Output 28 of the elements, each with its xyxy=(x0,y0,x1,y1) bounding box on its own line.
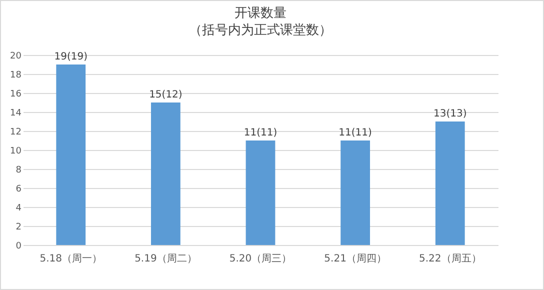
bar xyxy=(56,64,86,245)
chart-subtitle: （括号内为正式课堂数） xyxy=(189,23,332,38)
x-tick-label: 5.22（周五） xyxy=(418,254,482,264)
y-tick-label: 4 xyxy=(16,204,22,214)
x-tick-label: 5.21（周四） xyxy=(324,254,386,264)
y-tick-label: 6 xyxy=(16,184,22,194)
data-label: 11(11) xyxy=(338,128,372,138)
x-tick-label: 5.20（周三） xyxy=(229,254,292,264)
y-tick-label: 8 xyxy=(16,166,22,176)
y-tick-label: 2 xyxy=(16,222,22,232)
y-tick-label: 16 xyxy=(10,90,22,100)
y-tick-label: 10 xyxy=(10,146,22,156)
bar xyxy=(435,122,465,245)
y-tick-label: 12 xyxy=(10,128,22,138)
bar xyxy=(246,140,276,245)
y-tick-label: 14 xyxy=(10,108,22,118)
y-tick-label: 0 xyxy=(16,242,22,252)
data-label: 11(11) xyxy=(244,128,278,138)
bar xyxy=(340,140,370,245)
bar xyxy=(150,102,180,245)
chart-title: 开课数量 xyxy=(234,6,286,21)
y-tick-label: 18 xyxy=(10,70,22,80)
data-label: 13(13) xyxy=(433,108,467,120)
x-tick-label: 5.18（周一） xyxy=(40,254,102,264)
data-label: 15(12) xyxy=(149,90,182,100)
y-tick-label: 20 xyxy=(10,52,22,62)
x-tick-label: 5.19（周二） xyxy=(134,254,197,264)
data-label: 19(19) xyxy=(54,52,88,62)
